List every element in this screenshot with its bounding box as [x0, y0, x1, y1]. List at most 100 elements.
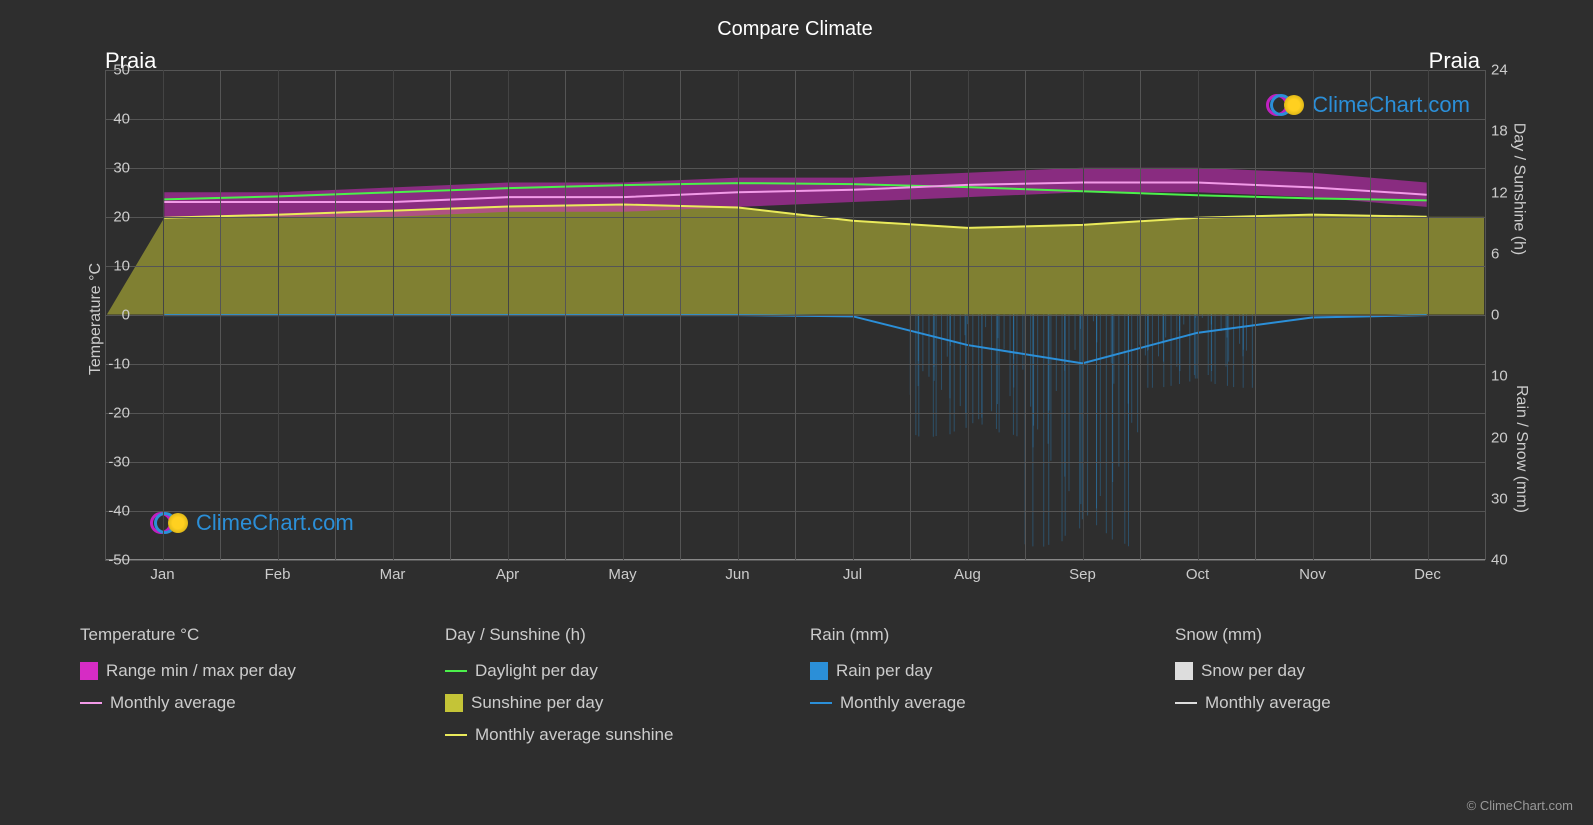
- chart-title: Compare Climate: [70, 10, 1520, 49]
- gridline: [220, 70, 221, 560]
- y-tick-right: 12: [1491, 184, 1508, 201]
- gridline: [105, 70, 106, 560]
- legend-header: Rain (mm): [810, 625, 1155, 645]
- legend-column: Day / Sunshine (h) Daylight per day Sunshi…: [445, 625, 790, 745]
- swatch-icon: [80, 662, 98, 680]
- gridline: [910, 70, 911, 560]
- gridline: [1313, 70, 1314, 560]
- legend-header: Temperature °C: [80, 625, 425, 645]
- gridline: [853, 70, 854, 560]
- swatch-icon: [1175, 662, 1193, 680]
- x-tick: Jun: [725, 566, 749, 583]
- x-tick: Apr: [496, 566, 519, 583]
- x-tick: Jan: [150, 566, 174, 583]
- gridline: [1370, 70, 1371, 560]
- line-icon: [80, 702, 102, 704]
- y-tick-left: 20: [113, 209, 130, 226]
- x-tick: Dec: [1414, 566, 1441, 583]
- line-icon: [445, 734, 467, 736]
- y-tick-left: 0: [122, 307, 130, 324]
- watermark-bottom: ClimeChart.com: [150, 510, 354, 536]
- legend-item: Monthly average: [1175, 693, 1520, 713]
- x-tick: Sep: [1069, 566, 1096, 583]
- legend-label: Range min / max per day: [106, 661, 296, 681]
- legend-item: Rain per day: [810, 661, 1155, 681]
- legend-column: Temperature °C Range min / max per day Mon…: [80, 625, 425, 745]
- gridline: [1485, 70, 1486, 560]
- y-tick-right: 18: [1491, 123, 1508, 140]
- legend-label: Sunshine per day: [471, 693, 603, 713]
- y-tick-left: -50: [108, 552, 130, 569]
- y-axis-left-label: Temperature °C: [87, 263, 105, 375]
- climechart-logo-icon: [1266, 93, 1306, 117]
- legend-label: Monthly average sunshine: [475, 725, 673, 745]
- legend-item: Monthly average: [810, 693, 1155, 713]
- legend-label: Rain per day: [836, 661, 932, 681]
- x-tick: Aug: [954, 566, 981, 583]
- copyright: © ClimeChart.com: [1467, 798, 1573, 813]
- watermark-top: ClimeChart.com: [1266, 92, 1470, 118]
- swatch-icon: [445, 694, 463, 712]
- y-axis-right-top-label: Day / Sunshine (h): [1510, 123, 1528, 256]
- legend-label: Monthly average: [840, 693, 966, 713]
- y-axis-right-bottom-label: Rain / Snow (mm): [1512, 385, 1530, 513]
- legend-item: Monthly average sunshine: [445, 725, 790, 745]
- x-tick: Feb: [265, 566, 291, 583]
- legend-column: Snow (mm)Snow per dayMonthly average: [1175, 625, 1520, 745]
- y-tick-right: 20: [1491, 429, 1508, 446]
- y-tick-right: 0: [1491, 307, 1499, 324]
- swatch-icon: [810, 662, 828, 680]
- climechart-logo-icon: [150, 511, 190, 535]
- legend: Temperature °C Range min / max per day Mon…: [80, 625, 1520, 745]
- gridline: [1083, 70, 1084, 560]
- y-tick-left: 50: [113, 62, 130, 79]
- legend-label: Daylight per day: [475, 661, 598, 681]
- legend-item: Snow per day: [1175, 661, 1520, 681]
- x-tick: Mar: [380, 566, 406, 583]
- gridline: [450, 70, 451, 560]
- line-icon: [445, 670, 467, 672]
- x-tick: Jul: [843, 566, 862, 583]
- y-tick-left: -30: [108, 454, 130, 471]
- gridline: [335, 70, 336, 560]
- y-tick-right: 40: [1491, 552, 1508, 569]
- y-tick-left: 40: [113, 111, 130, 128]
- gridline: [738, 70, 739, 560]
- gridline: [1025, 70, 1026, 560]
- line-icon: [1175, 702, 1197, 704]
- legend-label: Monthly average: [110, 693, 236, 713]
- gridline: [393, 70, 394, 560]
- legend-item: Sunshine per day: [445, 693, 790, 713]
- gridline: [1428, 70, 1429, 560]
- legend-column: Rain (mm) Rain per day Monthly average: [810, 625, 1155, 745]
- x-tick: Oct: [1186, 566, 1209, 583]
- x-tick: May: [608, 566, 636, 583]
- line-icon: [810, 702, 832, 704]
- legend-item: Range min / max per day: [80, 661, 425, 681]
- gridline: [278, 70, 279, 560]
- gridline: [1140, 70, 1141, 560]
- y-tick-left: -40: [108, 503, 130, 520]
- legend-label: Snow per day: [1201, 661, 1305, 681]
- y-tick-left: 30: [113, 160, 130, 177]
- gridline: [163, 70, 164, 560]
- y-tick-left: 10: [113, 258, 130, 275]
- y-tick-left: -10: [108, 356, 130, 373]
- legend-label: Monthly average: [1205, 693, 1331, 713]
- gridline: [565, 70, 566, 560]
- legend-item: Daylight per day: [445, 661, 790, 681]
- gridline: [105, 560, 1485, 561]
- legend-header: Day / Sunshine (h): [445, 625, 790, 645]
- climate-chart: Compare Climate Praia Praia Temperature …: [70, 10, 1520, 600]
- y-tick-right: 30: [1491, 490, 1508, 507]
- gridline: [795, 70, 796, 560]
- watermark-text: ClimeChart.com: [1312, 92, 1470, 118]
- x-tick: Nov: [1299, 566, 1326, 583]
- gridline: [1198, 70, 1199, 560]
- y-tick-left: -20: [108, 405, 130, 422]
- gridline: [680, 70, 681, 560]
- gridline: [968, 70, 969, 560]
- gridline: [623, 70, 624, 560]
- gridline: [508, 70, 509, 560]
- gridline: [1255, 70, 1256, 560]
